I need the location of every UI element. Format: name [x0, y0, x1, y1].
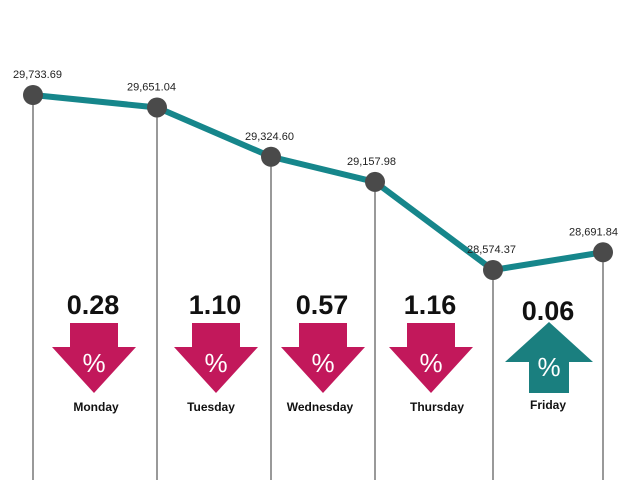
index-point — [593, 242, 613, 263]
index-value-labels: 29,733.69 29,651.04 29,324.60 29,157.98 28,5… — [13, 69, 618, 256]
daily-change-tuesday: 1.10% Tuesday — [174, 290, 258, 414]
down-arrow-icon — [174, 323, 258, 393]
percent-sign: % — [204, 348, 227, 378]
index-value-label: 29,733.69 — [13, 69, 62, 81]
index-points — [23, 85, 613, 280]
percent-change-value: 0.28 — [67, 290, 120, 320]
percent-change-value: 1.10 — [189, 290, 242, 320]
day-label: Friday — [530, 398, 566, 412]
day-label: Monday — [73, 400, 119, 414]
down-arrow-icon — [52, 323, 136, 393]
index-point — [147, 97, 167, 118]
percent-sign: % — [419, 348, 442, 378]
index-value-label: 29,651.04 — [127, 81, 176, 93]
percent-sign: % — [82, 348, 105, 378]
day-label: Wednesday — [287, 400, 354, 414]
index-line — [30, 92, 606, 273]
daily-change-wednesday: 0.57% Wednesday — [281, 290, 365, 414]
down-arrow-icon — [281, 323, 365, 393]
index-point — [483, 260, 503, 280]
index-value-label: 29,157.98 — [347, 156, 396, 168]
percent-sign: % — [537, 352, 560, 382]
index-value-label: 29,324.60 — [245, 131, 294, 143]
day-label: Tuesday — [187, 400, 235, 414]
down-arrow-icon — [389, 323, 473, 393]
drop-lines — [32, 95, 604, 480]
percent-change-value: 0.06 — [522, 296, 575, 326]
up-arrow-icon — [505, 322, 593, 393]
day-label: Thursday — [410, 400, 464, 414]
index-value-label: 28,691.84 — [569, 226, 618, 238]
percent-change-value: 1.16 — [404, 290, 457, 320]
daily-changes: 0.28% Monday 1.10% Tuesday 0.57% Wednesday 1.1… — [52, 290, 593, 414]
daily-change-friday: 0.06% Friday — [505, 296, 593, 412]
index-point — [23, 85, 43, 105]
daily-change-thursday: 1.16% Thursday — [389, 290, 473, 414]
percent-change-value: 0.57 — [296, 290, 349, 320]
index-point — [365, 171, 385, 192]
daily-change-monday: 0.28% Monday — [52, 290, 136, 414]
index-value-label: 28,574.37 — [467, 244, 516, 256]
index-point — [261, 146, 281, 167]
percent-sign: % — [311, 348, 334, 378]
